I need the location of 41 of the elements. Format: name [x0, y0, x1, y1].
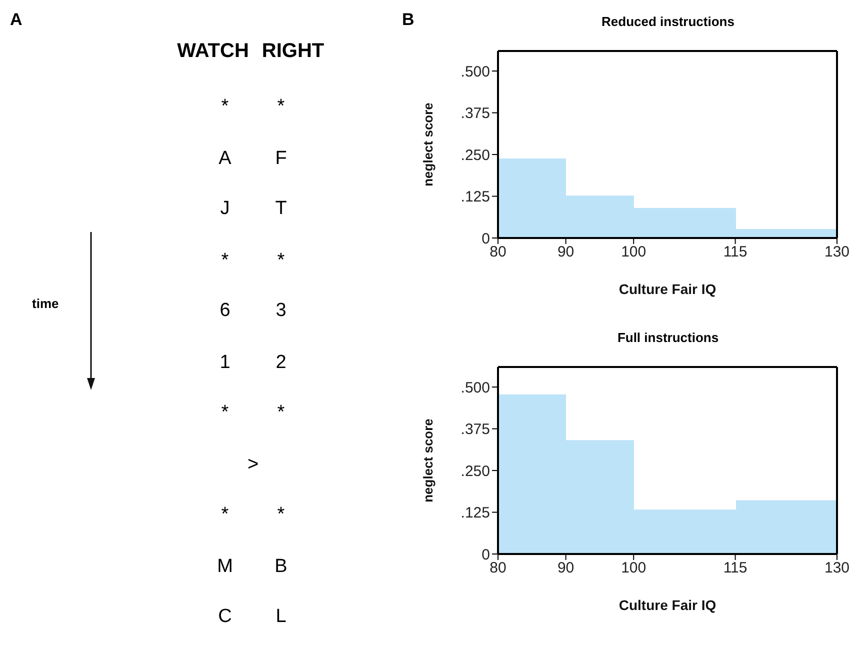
x-tick-label: 100	[621, 244, 646, 261]
x-axis-title: Culture Fair IQ	[618, 597, 716, 613]
x-tick-label: 100	[621, 560, 646, 577]
text: 6 3	[220, 300, 286, 321]
text: A	[10, 10, 22, 30]
x-tick-label: 130	[824, 244, 850, 261]
x-tick-label: 130	[824, 560, 850, 577]
text: >	[247, 454, 259, 476]
text: M B	[217, 556, 288, 577]
x-tick-label: 80	[490, 244, 506, 261]
x-tick-label: 90	[557, 560, 574, 577]
text: * *	[221, 96, 285, 117]
y-tick-label: .250	[460, 462, 490, 480]
text: 1 2	[220, 352, 286, 373]
y-tick-label: .125	[460, 188, 490, 206]
text: * *	[221, 504, 285, 525]
y-tick-label: .500	[460, 379, 490, 396]
y-tick-label: .500	[460, 63, 490, 80]
x-tick-label: 90	[557, 244, 574, 261]
y-tick-label: .250	[460, 146, 490, 164]
y-tick-label: .375	[460, 105, 490, 122]
text: WATCH RIGHT	[176, 40, 326, 63]
y-tick-label: .125	[460, 504, 490, 522]
text: C L	[218, 606, 286, 627]
y-tick-label: .375	[460, 421, 490, 438]
text: time	[32, 296, 59, 311]
text: B	[402, 10, 414, 30]
y-axis-title: neglect score	[420, 418, 436, 502]
text: J T	[220, 198, 287, 219]
y-tick-label: 0	[482, 546, 490, 564]
text: * *	[221, 402, 285, 423]
chart-title: Full instructions	[616, 330, 720, 345]
y-axis-title: neglect score	[420, 102, 436, 186]
text: * *	[221, 250, 285, 271]
chart-title: Reduced instructions	[600, 14, 736, 29]
x-tick-label: 115	[723, 560, 748, 577]
x-axis-title: Culture Fair IQ	[618, 281, 716, 297]
x-tick-label: 80	[490, 560, 506, 577]
x-tick-label: 115	[723, 244, 748, 261]
text: A F	[218, 148, 287, 169]
y-tick-label: 0	[482, 230, 490, 248]
